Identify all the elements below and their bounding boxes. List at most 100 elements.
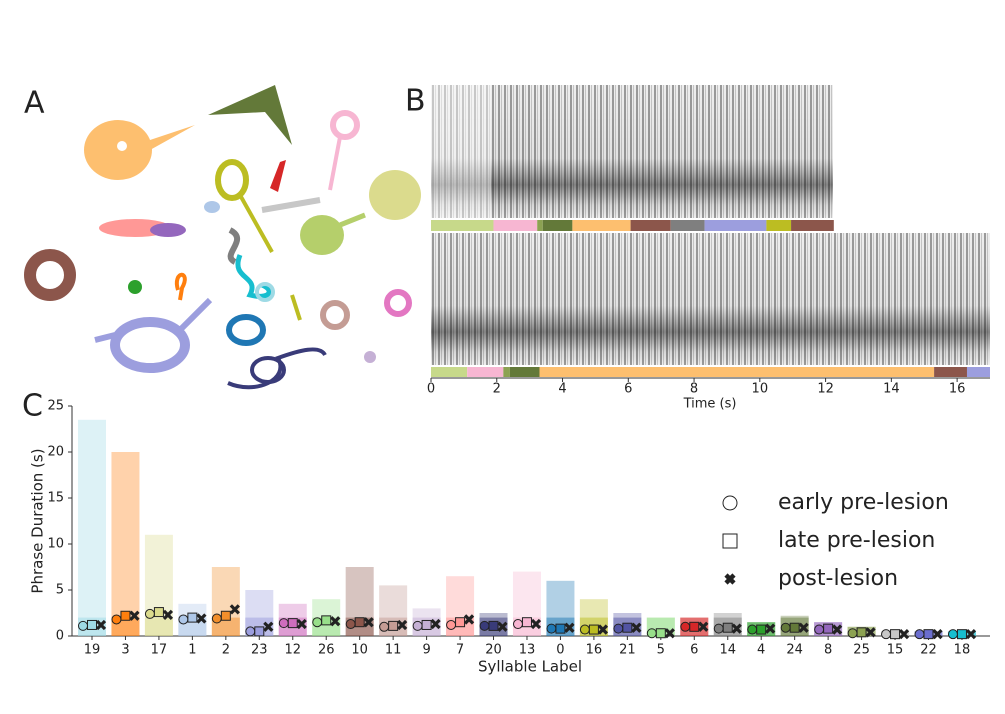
marker xyxy=(111,614,122,625)
cluster xyxy=(110,317,190,373)
legend-label: post-lesion xyxy=(778,566,898,591)
marker xyxy=(564,622,575,633)
cluster xyxy=(235,254,272,299)
cluster xyxy=(226,314,266,346)
x-tick-label: 12 xyxy=(284,643,301,658)
segment xyxy=(493,220,538,231)
x-tick-label: 16 xyxy=(586,643,603,658)
marker xyxy=(713,623,724,634)
x-tick-label: 12 xyxy=(817,382,834,397)
cluster xyxy=(150,125,195,150)
marker xyxy=(881,629,892,640)
marker xyxy=(956,629,967,640)
cluster xyxy=(215,159,249,201)
x-tick-label: 13 xyxy=(519,643,536,658)
marker xyxy=(655,628,666,639)
x-tick-label: 24 xyxy=(786,643,803,658)
marker xyxy=(330,616,341,627)
x-tick-label: 18 xyxy=(954,643,971,658)
x-tick-label: 16 xyxy=(949,382,966,397)
y-tick-label: 20 xyxy=(47,445,64,460)
marker xyxy=(120,610,131,621)
marker xyxy=(211,613,222,624)
marker xyxy=(823,623,834,634)
marker xyxy=(588,624,599,635)
marker xyxy=(865,627,876,638)
x-tick-label: 15 xyxy=(887,643,904,658)
x-tick-label: 9 xyxy=(422,643,430,658)
marker xyxy=(530,618,542,630)
marker xyxy=(95,619,107,631)
panel-label: A xyxy=(24,86,45,121)
marker xyxy=(497,621,508,632)
x-tick-label: 4 xyxy=(757,643,765,658)
y-tick-label: 25 xyxy=(47,399,64,414)
spread xyxy=(78,419,106,636)
marker xyxy=(898,629,910,640)
marker xyxy=(87,619,97,630)
marker xyxy=(923,629,934,640)
spectrogram-images xyxy=(431,85,990,365)
marker xyxy=(965,629,977,640)
cluster xyxy=(208,85,292,145)
y-axis-label: Phrase Duration (s) xyxy=(29,448,47,593)
marker xyxy=(455,617,466,628)
x-tick-label: 11 xyxy=(385,643,402,658)
y-tick-label: 15 xyxy=(47,491,64,506)
y-tick-label: 10 xyxy=(47,537,64,552)
marker xyxy=(412,620,423,631)
panel-label: B xyxy=(405,84,426,119)
marker xyxy=(789,622,800,633)
marker xyxy=(932,629,943,640)
segment xyxy=(572,220,631,231)
marker xyxy=(546,623,557,634)
marker xyxy=(312,617,323,628)
cluster xyxy=(150,223,186,237)
x-tick-label: 25 xyxy=(853,643,870,658)
segment xyxy=(431,220,494,231)
marker xyxy=(698,621,709,632)
marker xyxy=(831,624,843,635)
marker xyxy=(731,623,742,634)
x-tick-label: 26 xyxy=(318,643,335,658)
cluster xyxy=(250,356,286,384)
marker xyxy=(646,628,657,639)
segment xyxy=(791,220,834,231)
x-tick-label: 2 xyxy=(222,643,230,658)
marker xyxy=(947,629,958,640)
x-axis-label: Syllable Label xyxy=(478,658,582,676)
x-tick-label: 4 xyxy=(558,382,566,397)
cluster xyxy=(339,212,366,228)
x-tick-label: 8 xyxy=(824,643,832,658)
marker xyxy=(430,618,441,630)
segment xyxy=(542,220,573,231)
marker xyxy=(622,622,633,633)
marker xyxy=(488,620,499,631)
marker xyxy=(144,608,155,619)
x-tick-label: 21 xyxy=(619,643,636,658)
cluster xyxy=(328,136,342,191)
segment xyxy=(539,367,935,377)
cluster xyxy=(270,160,286,192)
marker xyxy=(296,618,307,630)
marker xyxy=(153,607,164,618)
segment xyxy=(503,367,510,377)
segment xyxy=(537,220,543,231)
marker xyxy=(722,622,733,633)
x-tick-label: 8 xyxy=(690,382,698,397)
x-tick-label: 1 xyxy=(188,643,196,658)
cluster-hole xyxy=(117,141,127,151)
marker xyxy=(354,617,365,628)
cluster xyxy=(261,197,321,213)
x-tick-label: 3 xyxy=(121,643,129,658)
x-tick-label: 10 xyxy=(351,643,368,658)
marker xyxy=(196,613,207,624)
x-tick-label: 6 xyxy=(690,643,698,658)
x-tick-label: 0 xyxy=(427,382,435,397)
marker xyxy=(397,619,408,631)
cluster xyxy=(364,351,376,363)
cluster xyxy=(320,300,350,330)
marker xyxy=(512,619,523,630)
x-tick-label: 17 xyxy=(151,643,168,658)
segment xyxy=(431,367,468,377)
